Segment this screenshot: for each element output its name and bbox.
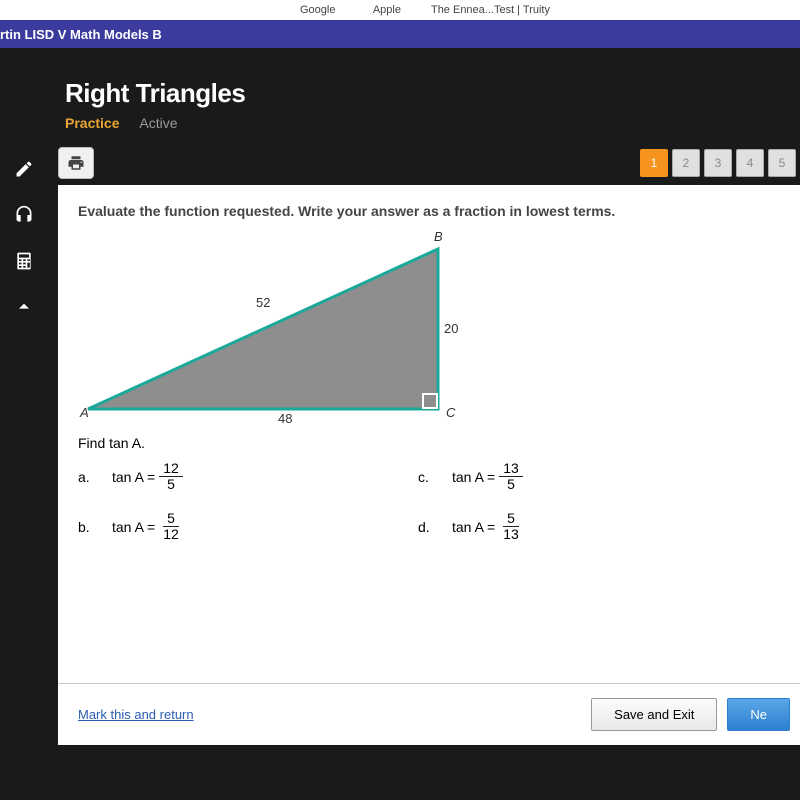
option-b-num: 5 (163, 511, 179, 527)
option-c-lhs: tan A = (452, 469, 495, 485)
question-panel: Evaluate the function requested. Write y… (58, 185, 800, 745)
lesson-title: Right Triangles (65, 78, 800, 109)
option-a[interactable]: a. tan A = 12 5 (78, 461, 338, 493)
course-bar: rtin LISD V Math Models B (0, 20, 800, 48)
option-c[interactable]: c. tan A = 13 5 (418, 461, 678, 493)
headphones-tool[interactable] (6, 197, 42, 233)
print-icon (67, 154, 85, 172)
question-toolbar: 1 2 3 4 5 (48, 141, 800, 185)
options-grid: a. tan A = 12 5 c. tan A = 13 (78, 461, 678, 543)
page-5[interactable]: 5 (768, 149, 796, 177)
question-prompt: Evaluate the function requested. Write y… (78, 203, 780, 219)
triangle-svg (78, 229, 498, 429)
calculator-icon (14, 251, 34, 271)
lesson-header: Right Triangles Practice Active (0, 48, 800, 141)
option-d[interactable]: d. tan A = 5 13 (418, 511, 678, 543)
triangle-shape (88, 249, 438, 409)
side-adjacent: 48 (278, 411, 292, 426)
calculator-tool[interactable] (6, 243, 42, 279)
bookmark-apple[interactable]: Apple (373, 4, 401, 16)
option-d-num: 5 (503, 511, 519, 527)
browser-bookmark-bar: Google Apple The Ennea...Test | Truity (0, 0, 800, 20)
option-b[interactable]: b. tan A = 5 12 (78, 511, 338, 543)
headphones-icon (14, 205, 34, 225)
side-hypotenuse: 52 (256, 295, 270, 310)
option-b-lhs: tan A = (112, 519, 155, 535)
question-pager: 1 2 3 4 5 (640, 149, 800, 177)
tab-active[interactable]: Active (139, 115, 177, 131)
side-opposite: 20 (444, 321, 458, 336)
option-c-den: 5 (503, 477, 519, 492)
mark-return-link[interactable]: Mark this and return (78, 707, 194, 722)
tab-practice[interactable]: Practice (65, 115, 119, 131)
pencil-tool[interactable] (6, 151, 42, 187)
vertex-a-label: A (80, 405, 89, 420)
page-2[interactable]: 2 (672, 149, 700, 177)
print-button[interactable] (58, 147, 94, 179)
footer-bar: Mark this and return Save and Exit Ne (58, 683, 800, 745)
next-button[interactable]: Ne (727, 698, 790, 731)
course-title: rtin LISD V Math Models B (0, 27, 162, 42)
save-exit-button[interactable]: Save and Exit (591, 698, 717, 731)
vertex-c-label: C (446, 405, 455, 420)
bookmark-google[interactable]: Google (300, 4, 335, 16)
option-d-letter: d. (418, 519, 436, 535)
bookmark-truity[interactable]: The Ennea...Test | Truity (431, 4, 550, 16)
collapse-tool[interactable] (6, 289, 42, 325)
pencil-icon (14, 159, 34, 179)
lesson-tabs: Practice Active (65, 115, 800, 131)
option-a-den: 5 (163, 477, 179, 492)
find-instruction: Find tan A. (78, 435, 780, 451)
side-toolbar (0, 141, 48, 745)
option-c-letter: c. (418, 469, 436, 485)
option-a-letter: a. (78, 469, 96, 485)
option-a-lhs: tan A = (112, 469, 155, 485)
option-a-num: 12 (159, 461, 183, 477)
option-d-den: 13 (499, 527, 523, 542)
page-3[interactable]: 3 (704, 149, 732, 177)
page-4[interactable]: 4 (736, 149, 764, 177)
vertex-b-label: B (434, 229, 443, 244)
triangle-diagram: A B C 52 20 48 (78, 229, 498, 429)
page-1[interactable]: 1 (640, 149, 668, 177)
option-c-num: 13 (499, 461, 523, 477)
option-d-lhs: tan A = (452, 519, 495, 535)
chevron-up-icon (14, 297, 34, 317)
option-b-den: 12 (159, 527, 183, 542)
option-b-letter: b. (78, 519, 96, 535)
